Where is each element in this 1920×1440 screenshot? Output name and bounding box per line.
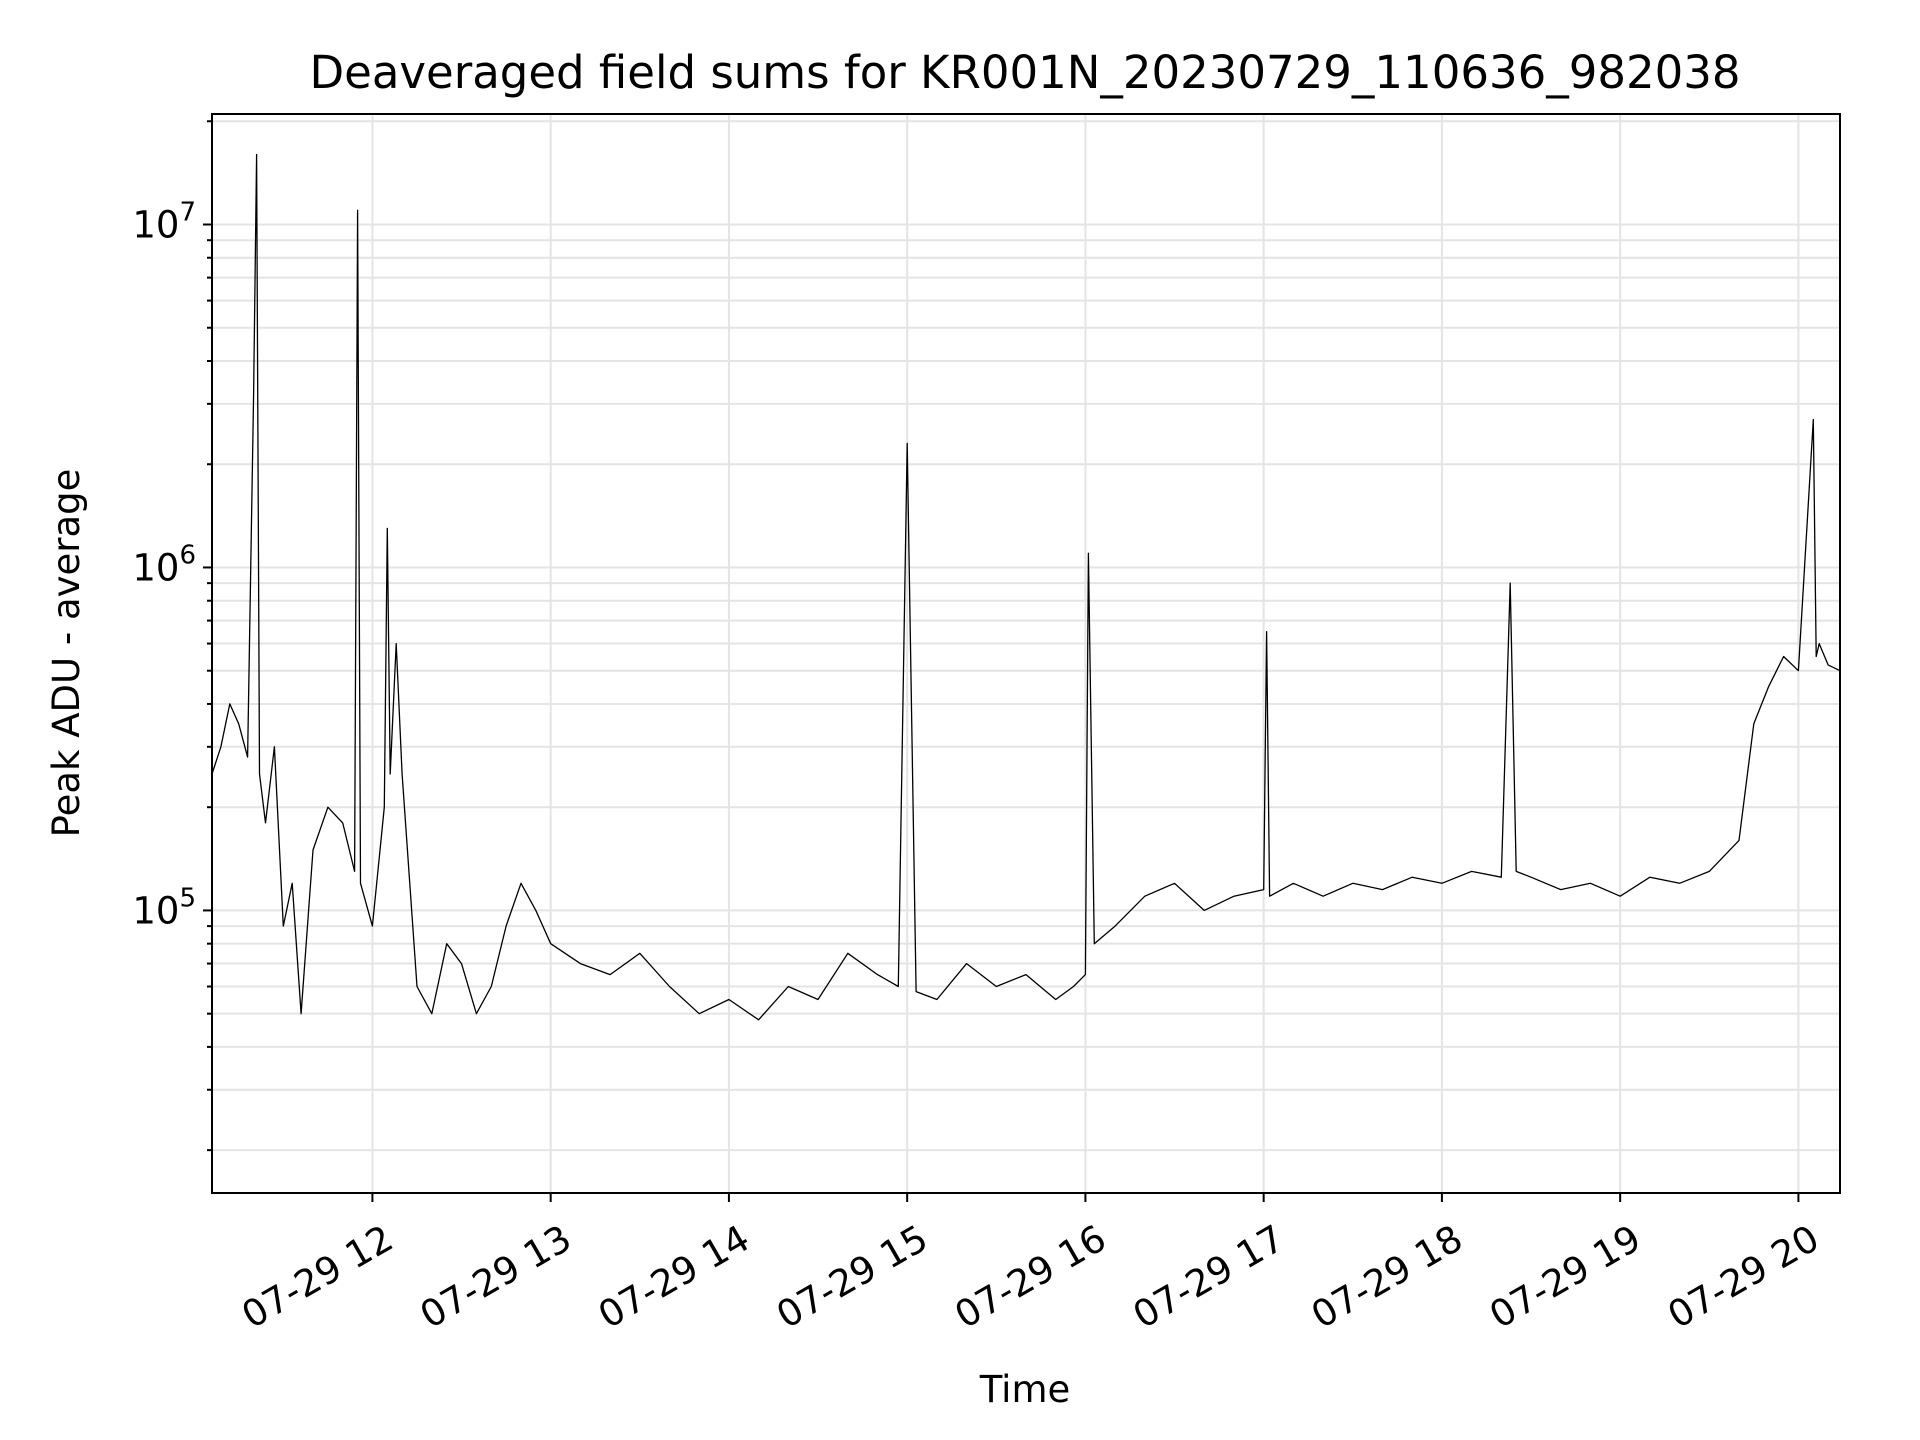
- chart-title: Deaveraged field sums for KR001N_2023072…: [310, 46, 1741, 99]
- x-axis-label: Time: [979, 1368, 1071, 1411]
- series-line: [211, 153, 1841, 1021]
- y-tick-label: 106: [132, 540, 196, 589]
- series-layer: [211, 153, 1841, 1021]
- y-tick-base: 10: [132, 889, 179, 932]
- y-tick-label: 105: [132, 883, 196, 932]
- plot-frame: [211, 113, 1841, 1194]
- y-tick-label: 107: [132, 198, 196, 247]
- grid: [212, 114, 1840, 1193]
- y-tick-exponent: 7: [179, 198, 196, 228]
- y-axis-label: Peak ADU - average: [45, 469, 88, 838]
- y-tick-base: 10: [132, 546, 179, 589]
- y-tick-base: 10: [132, 204, 179, 247]
- y-tick-exponent: 5: [179, 883, 196, 913]
- y-tick-exponent: 6: [179, 540, 196, 570]
